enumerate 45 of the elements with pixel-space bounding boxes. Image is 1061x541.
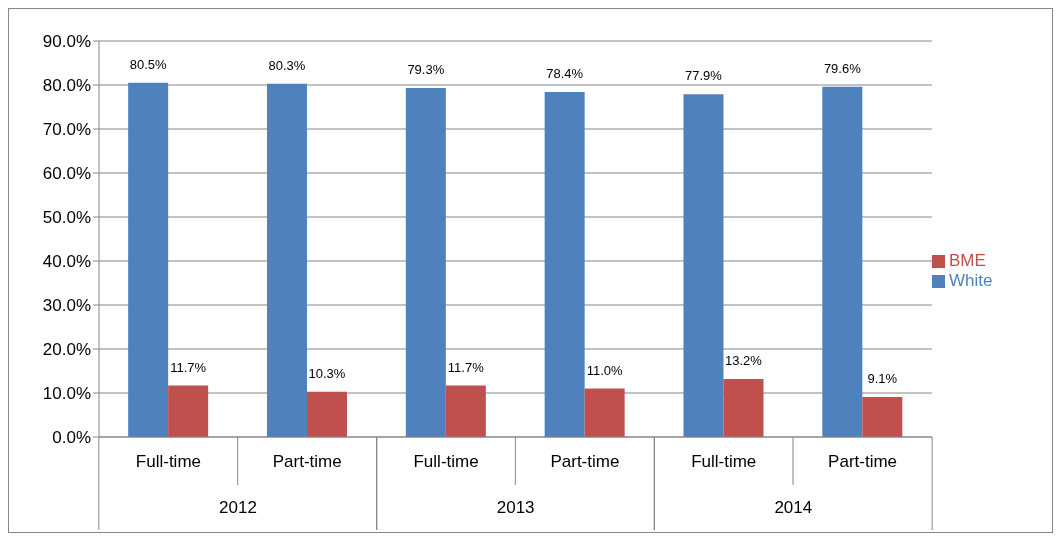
- bar: [445, 385, 486, 437]
- data-label: 10.3%: [308, 365, 346, 381]
- bar: [168, 385, 209, 437]
- data-label: 79.3%: [407, 62, 445, 78]
- legend-label: BME: [949, 250, 986, 270]
- data-label: 77.9%: [685, 68, 723, 84]
- x-tick-label: Part-time: [828, 452, 898, 471]
- text: 2012: [219, 498, 257, 517]
- text: 2014: [774, 498, 813, 517]
- text: 2013: [496, 498, 535, 517]
- y-tick-label: 50.0%: [42, 208, 91, 228]
- bar: [723, 378, 764, 437]
- y-tick-label: 90.0%: [42, 32, 91, 52]
- y-tick-label: 30.0%: [42, 296, 91, 316]
- legend-label: White: [949, 270, 993, 290]
- bar: [266, 83, 307, 437]
- y-tick-label: 80.0%: [42, 76, 91, 96]
- x-tick-label: Part-time: [272, 452, 342, 471]
- data-label: 11.0%: [586, 362, 624, 378]
- y-tick-label: 40.0%: [42, 252, 91, 272]
- bar: [584, 388, 625, 437]
- bar: [822, 86, 863, 437]
- bar: [544, 92, 585, 437]
- bar: [683, 94, 724, 437]
- data-label: 78.4%: [546, 66, 584, 82]
- x-tick-label: Part-time: [550, 452, 620, 471]
- y-tick-label: 70.0%: [42, 120, 91, 140]
- bar: [405, 88, 446, 437]
- bar: [306, 391, 347, 437]
- bar: [128, 82, 169, 437]
- y-tick-label: 0.0%: [52, 428, 91, 448]
- data-label: 11.7%: [447, 359, 485, 375]
- x-tick-label: Full-time: [691, 452, 757, 471]
- data-label: 13.2%: [725, 352, 763, 368]
- data-label: 9.1%: [867, 370, 898, 386]
- data-label: 80.5%: [129, 56, 168, 72]
- bar: [862, 396, 903, 437]
- x-tick-label: Full-time: [135, 452, 201, 471]
- data-label: 80.3%: [268, 57, 306, 73]
- y-tick-label: 20.0%: [42, 340, 91, 360]
- y-tick-label: 60.0%: [42, 164, 91, 184]
- y-tick-label: 10.0%: [42, 384, 91, 404]
- x-tick-label: Full-time: [413, 452, 479, 471]
- data-label: 11.7%: [170, 359, 207, 375]
- data-label: 79.6%: [823, 60, 862, 76]
